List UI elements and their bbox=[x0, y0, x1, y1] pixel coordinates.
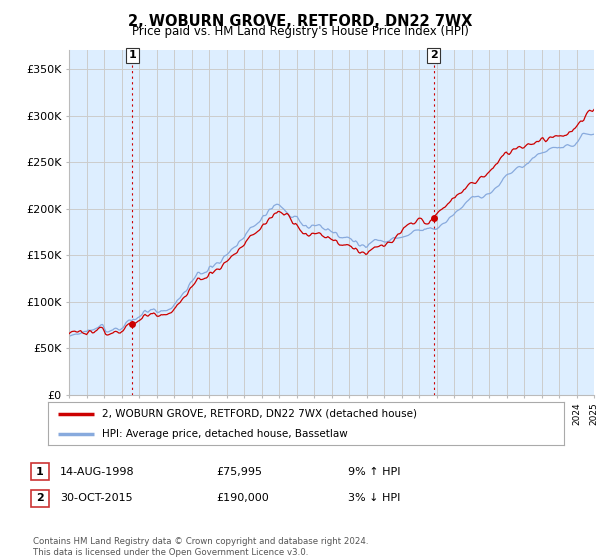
Text: 3% ↓ HPI: 3% ↓ HPI bbox=[348, 493, 400, 503]
Text: 2, WOBURN GROVE, RETFORD, DN22 7WX: 2, WOBURN GROVE, RETFORD, DN22 7WX bbox=[128, 14, 472, 29]
Text: 1: 1 bbox=[128, 50, 136, 60]
Text: HPI: Average price, detached house, Bassetlaw: HPI: Average price, detached house, Bass… bbox=[102, 430, 348, 439]
Text: 2, WOBURN GROVE, RETFORD, DN22 7WX (detached house): 2, WOBURN GROVE, RETFORD, DN22 7WX (deta… bbox=[102, 409, 417, 419]
Text: 1: 1 bbox=[36, 466, 43, 477]
Text: 14-AUG-1998: 14-AUG-1998 bbox=[60, 466, 134, 477]
Text: 2: 2 bbox=[430, 50, 437, 60]
Text: Price paid vs. HM Land Registry's House Price Index (HPI): Price paid vs. HM Land Registry's House … bbox=[131, 25, 469, 38]
Text: 2: 2 bbox=[36, 493, 43, 503]
Text: £75,995: £75,995 bbox=[216, 466, 262, 477]
Text: £190,000: £190,000 bbox=[216, 493, 269, 503]
Text: 9% ↑ HPI: 9% ↑ HPI bbox=[348, 466, 401, 477]
Text: Contains HM Land Registry data © Crown copyright and database right 2024.
This d: Contains HM Land Registry data © Crown c… bbox=[33, 537, 368, 557]
Text: 30-OCT-2015: 30-OCT-2015 bbox=[60, 493, 133, 503]
